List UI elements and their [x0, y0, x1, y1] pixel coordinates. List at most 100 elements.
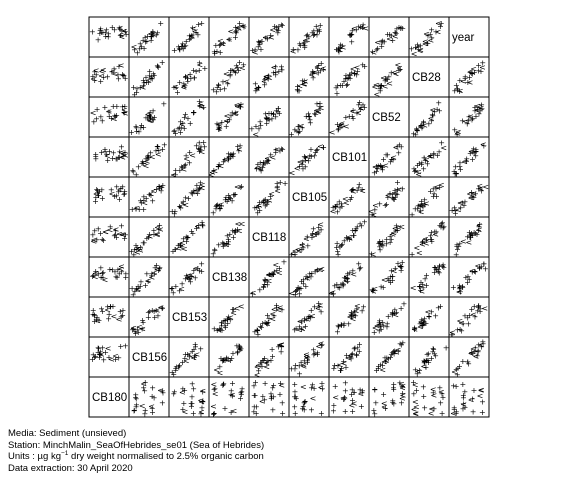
data-point: + — [270, 393, 277, 402]
scatter-panel: <+<++<+++ ++++++<++++++++ — [331, 340, 363, 375]
data-point: + — [222, 323, 229, 332]
data-point: + — [258, 323, 265, 332]
data-point: + — [229, 379, 236, 388]
data-point: + — [134, 85, 141, 94]
data-point: + — [382, 404, 389, 413]
data-point: + — [122, 27, 129, 36]
data-point: < — [340, 43, 347, 52]
data-point: + — [149, 115, 156, 124]
data-point: + — [270, 110, 277, 119]
data-point: < — [294, 126, 301, 135]
data-point: < — [467, 68, 474, 77]
data-point: + — [113, 155, 120, 164]
data-point: + — [476, 264, 483, 273]
data-point: + — [181, 399, 188, 408]
data-point: + — [146, 72, 153, 81]
data-point: + — [401, 299, 408, 308]
data-point: + — [415, 43, 422, 52]
data-point: + — [476, 220, 483, 229]
data-point: + — [269, 352, 276, 361]
data-point: < — [147, 232, 154, 241]
data-point: + — [412, 131, 419, 140]
data-point: + — [261, 396, 268, 405]
data-point: + — [315, 61, 322, 70]
data-point: + — [384, 193, 391, 202]
data-point: + — [113, 111, 120, 120]
data-point: < — [273, 261, 280, 270]
data-point: < — [232, 109, 239, 118]
data-point: + — [294, 285, 301, 294]
data-point: < — [227, 313, 234, 322]
data-point: < — [381, 358, 388, 367]
data-point: + — [469, 192, 476, 201]
data-point: + — [227, 66, 234, 75]
scatter-panel: +++<++++++++<++++<<++++ + — [131, 378, 167, 419]
data-point: < — [224, 112, 231, 121]
data-point: + — [156, 225, 163, 234]
data-point: + — [382, 354, 389, 363]
data-point: + — [475, 61, 482, 70]
data-point: + — [195, 144, 202, 153]
data-point: + — [275, 29, 282, 38]
data-point: + — [347, 353, 354, 362]
data-point: + — [304, 358, 311, 367]
data-point: < — [432, 230, 439, 239]
scatter-panel: ++++++++++ ++++<<+++<+++ < — [89, 342, 129, 365]
data-point: + — [319, 379, 326, 388]
data-point: + — [105, 30, 112, 39]
data-point: < — [393, 143, 400, 152]
data-point: + — [335, 46, 342, 55]
data-point: + — [211, 47, 218, 56]
data-point: + — [112, 355, 119, 364]
data-point: + — [224, 314, 231, 323]
data-point: + — [91, 317, 98, 326]
data-point: + — [160, 100, 167, 109]
data-point: + — [218, 319, 225, 328]
data-point: + — [189, 31, 196, 40]
data-point: + — [408, 45, 415, 54]
data-point: + — [338, 241, 345, 250]
data-point: + — [265, 71, 272, 80]
data-point: + — [221, 155, 228, 164]
data-point: + — [450, 283, 457, 292]
data-point: + — [153, 185, 160, 194]
data-point: + — [264, 197, 271, 206]
data-point: < — [370, 250, 377, 259]
data-point: + — [430, 192, 437, 201]
data-point: < — [261, 77, 268, 86]
data-point: < — [269, 314, 276, 323]
data-point: + — [414, 126, 421, 135]
data-point: < — [399, 384, 406, 393]
data-point: + — [390, 384, 397, 393]
data-point: < — [139, 324, 146, 333]
data-point: + — [423, 281, 430, 290]
data-point: + — [117, 342, 124, 351]
data-point: + — [354, 222, 361, 231]
data-point: + — [420, 319, 427, 328]
data-point: < — [467, 112, 474, 121]
data-point: + — [419, 159, 426, 168]
data-point: + — [253, 164, 260, 173]
data-point: + — [377, 245, 384, 254]
data-point: + — [316, 25, 323, 34]
data-point: + — [268, 356, 275, 365]
scatter-panel: <<++++<+<+++<++++<+<<< <+ — [371, 60, 403, 99]
data-point: + — [418, 278, 425, 287]
data-point: < — [191, 24, 198, 33]
data-point: + — [183, 233, 190, 242]
data-point: < — [212, 390, 219, 399]
data-point: + — [340, 321, 347, 330]
data-point: + — [296, 162, 303, 171]
data-point: + — [99, 269, 106, 278]
data-point: + — [414, 204, 421, 213]
data-point: < — [140, 83, 147, 92]
data-point: < — [105, 107, 112, 116]
data-point: + — [414, 161, 421, 170]
data-point: + — [417, 282, 424, 291]
data-point: + — [181, 113, 188, 122]
data-point: + — [339, 81, 346, 90]
data-point: + — [378, 241, 385, 250]
data-point: < — [451, 368, 458, 377]
data-point: < — [217, 37, 224, 46]
data-point: < — [254, 363, 261, 372]
